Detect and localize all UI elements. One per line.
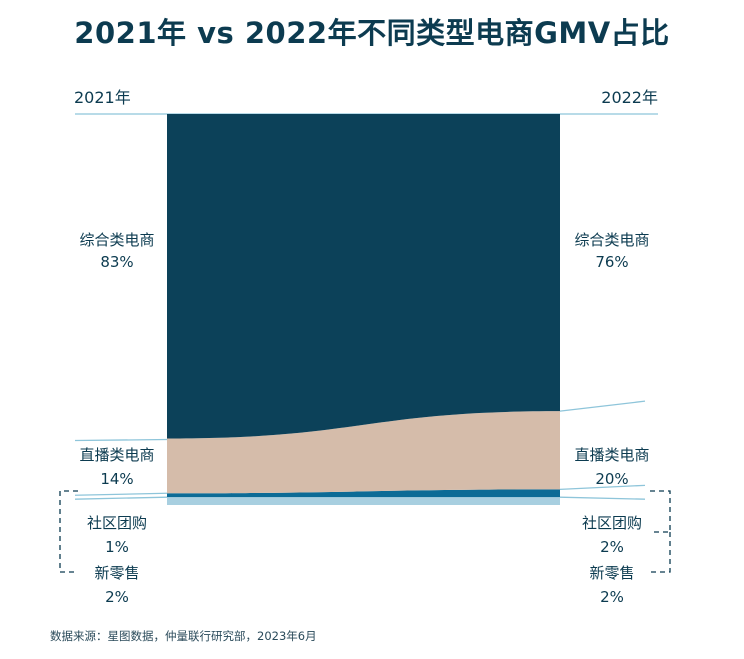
- guide-zhibo-right: [559, 400, 646, 412]
- guide-shequ-left: [74, 492, 168, 496]
- bracket-right-lower: [650, 532, 671, 573]
- series-name-left-shequ: 社区团购: [87, 514, 147, 532]
- area-zhibo: [167, 411, 560, 494]
- series-name-left-zhibo: 直播类电商: [79, 446, 154, 464]
- series-name-right-zhibo: 直播类电商: [574, 446, 649, 464]
- guide-shequ-right: [559, 484, 646, 491]
- data-label-right-shequ: 2%: [600, 538, 624, 556]
- series-name-left-xinlingshou: 新零售: [94, 564, 139, 582]
- data-label-left-shequ: 1%: [105, 538, 129, 556]
- guide-xinlingshou-left: [74, 496, 168, 500]
- chart-areas: [167, 114, 560, 505]
- source-note: 数据来源：星图数据，仲量联行研究部，2023年6月: [50, 629, 317, 643]
- series-name-right-shequ: 社区团购: [582, 514, 642, 532]
- x-label-2021: 2021年: [74, 88, 131, 107]
- guide-xinlingshou-right: [559, 496, 646, 500]
- data-label-right-zonghe: 76%: [595, 253, 628, 271]
- area-xinlingshou: [167, 497, 560, 505]
- series-name-right-xinlingshou: 新零售: [589, 564, 634, 582]
- data-label-right-zhibo: 20%: [595, 470, 628, 488]
- data-label-left-xinlingshou: 2%: [105, 588, 129, 606]
- series-name-left-zonghe: 综合类电商: [79, 231, 154, 249]
- x-label-2022: 2022年: [601, 88, 658, 107]
- series-name-right-zonghe: 综合类电商: [574, 231, 649, 249]
- area-shequ: [167, 489, 560, 498]
- chart-title: 2021年 vs 2022年不同类型电商GMV占比: [74, 16, 670, 50]
- guide-zhibo-left: [74, 438, 168, 442]
- bracket-left: [59, 490, 78, 573]
- data-label-right-xinlingshou: 2%: [600, 588, 624, 606]
- bracket-right-upper: [650, 490, 671, 533]
- area-zonghe: [167, 114, 560, 439]
- data-label-left-zhibo: 14%: [100, 470, 133, 488]
- data-label-left-zonghe: 83%: [100, 253, 133, 271]
